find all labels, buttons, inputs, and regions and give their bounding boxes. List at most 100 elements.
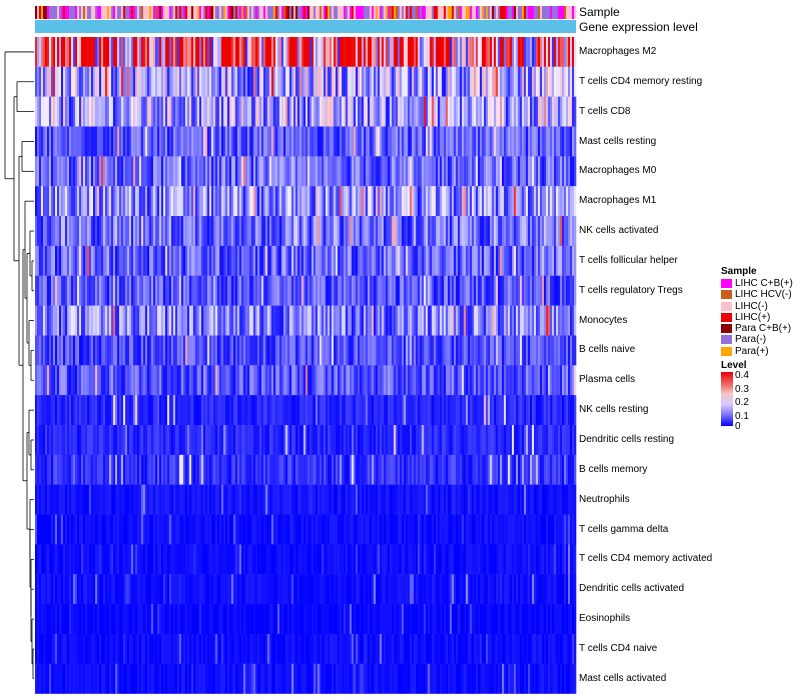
heatmap-cell bbox=[183, 216, 186, 246]
heatmap-cell bbox=[167, 216, 170, 246]
heatmap-cell bbox=[353, 275, 356, 306]
heatmap-cell bbox=[157, 335, 160, 366]
heatmap-cell bbox=[217, 514, 220, 545]
heatmap-cell bbox=[53, 305, 56, 336]
heatmap-cell bbox=[157, 544, 160, 575]
heatmap-cell bbox=[211, 544, 214, 575]
heatmap-cell bbox=[243, 126, 246, 157]
heatmap-cell bbox=[261, 335, 264, 366]
heatmap-cell bbox=[425, 425, 429, 455]
heatmap-cell bbox=[443, 275, 447, 306]
heatmap-cell bbox=[297, 245, 300, 276]
heatmap-cell bbox=[537, 335, 541, 366]
heatmap-cell bbox=[297, 126, 300, 157]
heatmap-cell bbox=[287, 454, 290, 485]
heatmap-cell bbox=[165, 245, 168, 276]
heatmap-cell bbox=[265, 544, 268, 575]
heatmap-cell bbox=[243, 365, 246, 396]
heatmap-cell bbox=[511, 66, 515, 97]
heatmap-cell bbox=[175, 96, 178, 127]
heatmap-cell bbox=[299, 395, 302, 426]
heatmap-cell bbox=[237, 126, 240, 157]
heatmap-cell bbox=[565, 484, 569, 515]
heatmap-cell bbox=[227, 186, 230, 217]
heatmap-cell bbox=[417, 96, 421, 127]
sample-annotation-cell bbox=[477, 6, 481, 19]
heatmap-cell bbox=[327, 275, 330, 306]
heatmap-cell bbox=[219, 365, 222, 396]
heatmap-cell bbox=[253, 156, 256, 187]
heatmap-cell bbox=[277, 514, 280, 545]
heatmap-cell bbox=[277, 96, 280, 127]
heatmap-cell bbox=[387, 186, 390, 217]
heatmap-cell bbox=[71, 484, 74, 515]
heatmap-cell bbox=[91, 484, 94, 515]
heatmap-cell bbox=[253, 335, 256, 366]
heatmap-cell bbox=[197, 126, 200, 157]
heatmap-cell bbox=[173, 275, 176, 306]
heatmap-cell bbox=[243, 156, 246, 187]
heatmap-cell bbox=[397, 335, 400, 366]
heatmap-cell bbox=[415, 216, 418, 246]
heatmap-cell bbox=[349, 514, 352, 545]
heatmap-cell bbox=[471, 514, 475, 545]
heatmap-cell bbox=[473, 156, 477, 187]
heatmap-cell bbox=[193, 156, 196, 187]
heatmap-cell bbox=[343, 275, 346, 306]
heatmap-cell bbox=[265, 335, 268, 366]
heatmap-cell bbox=[509, 514, 513, 545]
heatmap-cell bbox=[165, 335, 168, 366]
sample-annotation-cell bbox=[327, 6, 330, 19]
heatmap-cell bbox=[119, 96, 122, 127]
heatmap-cell bbox=[475, 275, 479, 306]
heatmap-cell bbox=[171, 126, 174, 157]
heatmap-cell bbox=[277, 335, 280, 366]
heatmap-cell bbox=[445, 156, 449, 187]
sample-annotation-cell bbox=[259, 6, 262, 19]
heatmap-cell bbox=[341, 395, 344, 426]
heatmap-cell bbox=[157, 156, 160, 187]
heatmap-cell bbox=[363, 66, 366, 97]
heatmap-cell bbox=[543, 305, 547, 336]
heatmap-cell bbox=[419, 245, 423, 276]
sample-annotation-cell bbox=[127, 6, 130, 19]
heatmap-cell bbox=[397, 37, 400, 67]
heatmap-cell bbox=[537, 126, 541, 157]
heatmap-cell bbox=[93, 245, 96, 276]
heatmap-cell bbox=[329, 96, 332, 127]
heatmap-cell bbox=[465, 245, 469, 276]
heatmap-cell bbox=[47, 425, 50, 455]
heatmap-cell bbox=[105, 365, 108, 396]
heatmap-cell bbox=[265, 425, 268, 455]
heatmap-cell bbox=[65, 275, 68, 306]
heatmap-cell bbox=[257, 425, 260, 455]
heatmap-cell bbox=[63, 216, 66, 246]
heatmap-cell bbox=[307, 216, 310, 246]
heatmap-cell bbox=[477, 425, 481, 455]
heatmap-cell bbox=[127, 484, 130, 515]
heatmap-cell bbox=[133, 365, 136, 396]
heatmap-cell bbox=[209, 186, 212, 217]
heatmap-cell bbox=[39, 514, 42, 545]
heatmap-cell bbox=[437, 335, 441, 366]
heatmap-cell bbox=[307, 245, 310, 276]
heatmap-cell bbox=[115, 156, 118, 187]
heatmap-cell bbox=[45, 96, 48, 127]
heatmap-cell bbox=[287, 96, 290, 127]
heatmap-cell bbox=[345, 66, 348, 97]
heatmap-cell bbox=[259, 275, 262, 306]
heatmap-cell bbox=[189, 216, 192, 246]
heatmap-cell bbox=[205, 484, 208, 515]
heatmap-cell bbox=[361, 96, 364, 127]
heatmap-cell bbox=[235, 305, 238, 336]
heatmap-cell bbox=[209, 484, 212, 515]
heatmap-cell bbox=[227, 66, 230, 97]
heatmap-cell bbox=[229, 395, 232, 426]
heatmap-cell bbox=[413, 484, 416, 515]
heatmap-cell bbox=[253, 514, 256, 545]
heatmap-cell bbox=[247, 395, 250, 426]
heatmap-cell bbox=[239, 186, 242, 217]
heatmap-cell bbox=[83, 365, 86, 396]
heatmap-cell bbox=[531, 514, 535, 545]
heatmap-cell bbox=[375, 365, 378, 396]
